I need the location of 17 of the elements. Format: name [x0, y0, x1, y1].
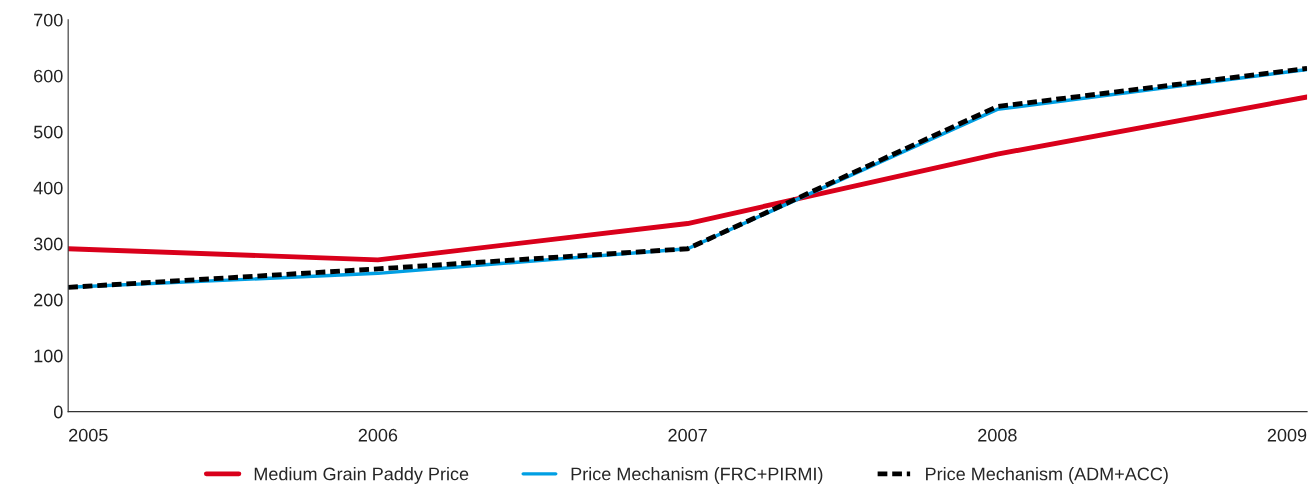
y-tick-label: 500	[33, 125, 63, 139]
y-tick-label: 300	[33, 237, 63, 251]
y-tick-label: 600	[34, 69, 63, 83]
y-tick-label: 100	[34, 349, 63, 363]
x-tick-label: 2008	[978, 428, 1017, 442]
legend-label: Price Mechanism (FRC+PIRMI)	[571, 467, 823, 484]
legend-label: Price Mechanism (ADM+ACC)	[926, 467, 1168, 484]
x-tick-label: 2009	[1267, 428, 1307, 442]
y-tick-label: 700	[34, 13, 63, 27]
y-tick-label: 400	[33, 181, 63, 195]
x-tick-label: 2005	[69, 428, 108, 442]
x-tick-label: 2007	[668, 428, 707, 442]
line-series	[68, 94, 1308, 263]
y-tick-label: 200	[34, 293, 63, 307]
x-tick-label: 2006	[358, 428, 398, 442]
legend-label: Medium Grain Paddy Price	[254, 467, 469, 484]
y-tick-label: 0	[53, 405, 63, 419]
